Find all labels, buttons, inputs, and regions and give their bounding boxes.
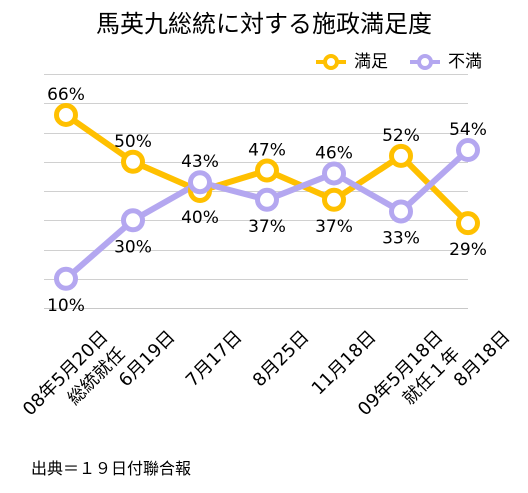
x-tick-label-line: 7月17日	[182, 327, 247, 392]
data-label-0-5: 52%	[382, 126, 420, 146]
data-label-0-6: 29%	[449, 240, 487, 260]
data-label-1-0: 10%	[47, 296, 85, 316]
chart-title: 馬英九総統に対する施政満足度	[96, 10, 432, 38]
data-label-0-4: 37%	[315, 217, 353, 237]
data-point-1-0	[54, 266, 78, 291]
data-point-0-6	[456, 211, 480, 236]
data-label-0-0: 66%	[47, 85, 85, 105]
legend-item-satisfied: 満足	[316, 51, 388, 73]
legend-label-dissatisfied: 不満	[448, 52, 482, 72]
data-point-0-0	[54, 102, 78, 127]
data-point-0-1	[121, 149, 145, 174]
data-label-1-1: 30%	[114, 237, 152, 257]
data-label-1-4: 46%	[315, 143, 353, 163]
legend-swatch-dissatisfied	[410, 51, 440, 73]
legend-label-satisfied: 満足	[354, 52, 388, 72]
data-point-0-5	[389, 143, 413, 168]
data-label-1-6: 54%	[449, 120, 487, 140]
data-label-0-3: 47%	[248, 141, 286, 161]
data-point-1-5	[389, 199, 413, 224]
x-tick-label-2: 7月17日	[182, 327, 247, 392]
data-point-0-4	[322, 187, 346, 212]
data-label-0-2: 40%	[181, 208, 219, 228]
x-tick-label-line: 8月25日	[249, 327, 314, 392]
source-note: 出典＝１９日付聯合報	[31, 459, 192, 478]
data-label-1-5: 33%	[382, 228, 420, 248]
data-label-0-1: 50%	[114, 132, 152, 152]
data-point-1-6	[456, 138, 480, 163]
data-point-1-1	[121, 208, 145, 233]
data-point-0-3	[255, 158, 279, 183]
data-label-1-3: 37%	[248, 217, 286, 237]
data-point-1-3	[255, 187, 279, 212]
x-tick-label-3: 8月25日	[249, 327, 314, 392]
legend-swatch-satisfied	[316, 51, 346, 73]
data-label-1-2: 43%	[181, 152, 219, 172]
data-point-1-2	[188, 170, 212, 195]
legend-item-dissatisfied: 不満	[410, 51, 482, 73]
data-point-1-4	[322, 161, 346, 186]
